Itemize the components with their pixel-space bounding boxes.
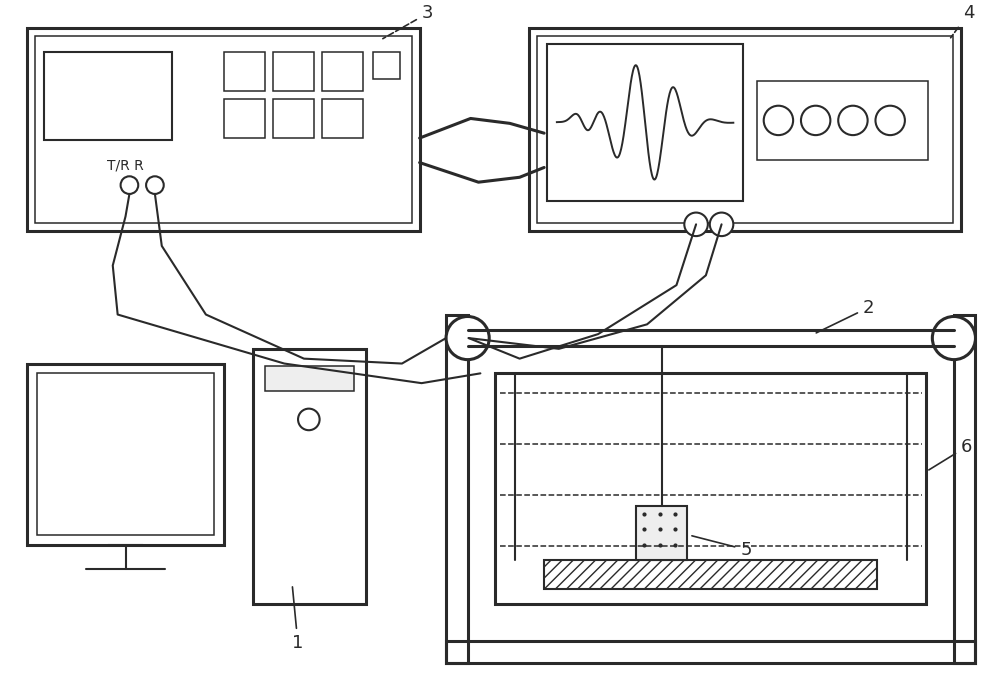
Bar (757, 81, 928, 160)
Circle shape (298, 409, 320, 430)
Bar (253, 349, 366, 604)
Bar (273, 52, 314, 91)
Bar (636, 505, 687, 560)
Bar (446, 314, 468, 662)
Circle shape (801, 106, 830, 135)
Text: 2: 2 (816, 299, 874, 333)
Bar (529, 28, 961, 231)
Text: 5: 5 (692, 536, 752, 559)
Bar (373, 52, 400, 79)
Bar (265, 366, 354, 391)
Text: T/R R: T/R R (107, 158, 144, 173)
Circle shape (146, 177, 164, 194)
Text: 3: 3 (383, 5, 433, 39)
Circle shape (875, 106, 905, 135)
Bar (27, 364, 224, 545)
Bar (544, 560, 877, 589)
Bar (37, 373, 214, 535)
Bar (322, 52, 363, 91)
Bar (322, 99, 363, 138)
Circle shape (764, 106, 793, 135)
Circle shape (684, 213, 708, 236)
Circle shape (932, 316, 975, 359)
Bar (273, 99, 314, 138)
Bar (446, 641, 975, 662)
Bar (547, 44, 743, 201)
Bar (35, 36, 412, 224)
Text: 6: 6 (929, 438, 972, 470)
Circle shape (838, 106, 868, 135)
Text: 1: 1 (292, 587, 304, 652)
Bar (495, 373, 926, 604)
Circle shape (710, 213, 733, 236)
Bar (954, 314, 975, 662)
Bar (537, 36, 953, 224)
Bar (27, 28, 420, 231)
Text: 4: 4 (951, 5, 974, 38)
Circle shape (446, 316, 489, 359)
Bar (224, 99, 265, 138)
Bar (44, 52, 172, 140)
Circle shape (121, 177, 138, 194)
Bar (224, 52, 265, 91)
